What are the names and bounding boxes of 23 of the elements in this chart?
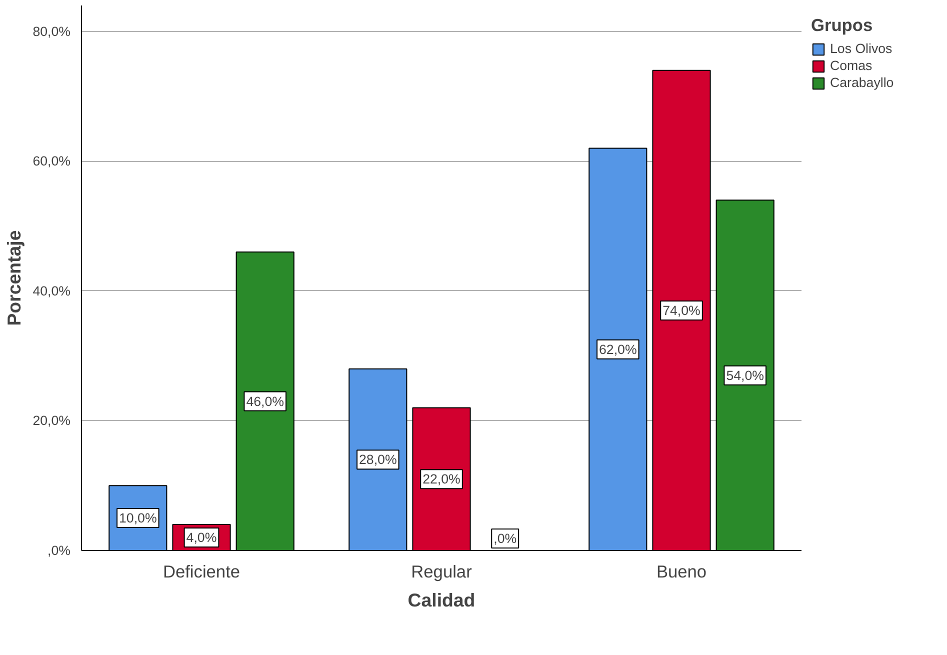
data-label: 28,0% — [359, 452, 397, 468]
legend-label: Carabayllo — [830, 75, 894, 90]
legend-title: Grupos — [811, 15, 874, 36]
x-axis-title: Calidad — [408, 590, 476, 610]
data-label: 4,0% — [186, 530, 217, 546]
legend-label: Comas — [830, 58, 872, 73]
y-tick-label: 60,0% — [32, 154, 71, 169]
y-tick-label: 80,0% — [32, 24, 71, 39]
x-tick-label: Regular — [411, 562, 472, 582]
x-tick-label: Bueno — [656, 562, 707, 582]
y-tick-label: 20,0% — [32, 413, 71, 428]
y-axis-title: Porcentaje — [4, 230, 25, 326]
data-label: 62,0% — [599, 342, 637, 357]
data-label: 54,0% — [726, 368, 764, 383]
x-tick-label: Deficiente — [162, 562, 240, 582]
y-tick-label: 40,0% — [32, 283, 71, 298]
data-label: 74,0% — [662, 302, 701, 318]
data-label: 46,0% — [246, 394, 284, 409]
data-label: 10,0% — [119, 510, 157, 526]
y-tick-label: ,0% — [48, 543, 71, 558]
data-label: ,0% — [494, 531, 517, 546]
legend-label: Los Olivos — [830, 41, 892, 56]
data-label: 22,0% — [422, 472, 461, 487]
